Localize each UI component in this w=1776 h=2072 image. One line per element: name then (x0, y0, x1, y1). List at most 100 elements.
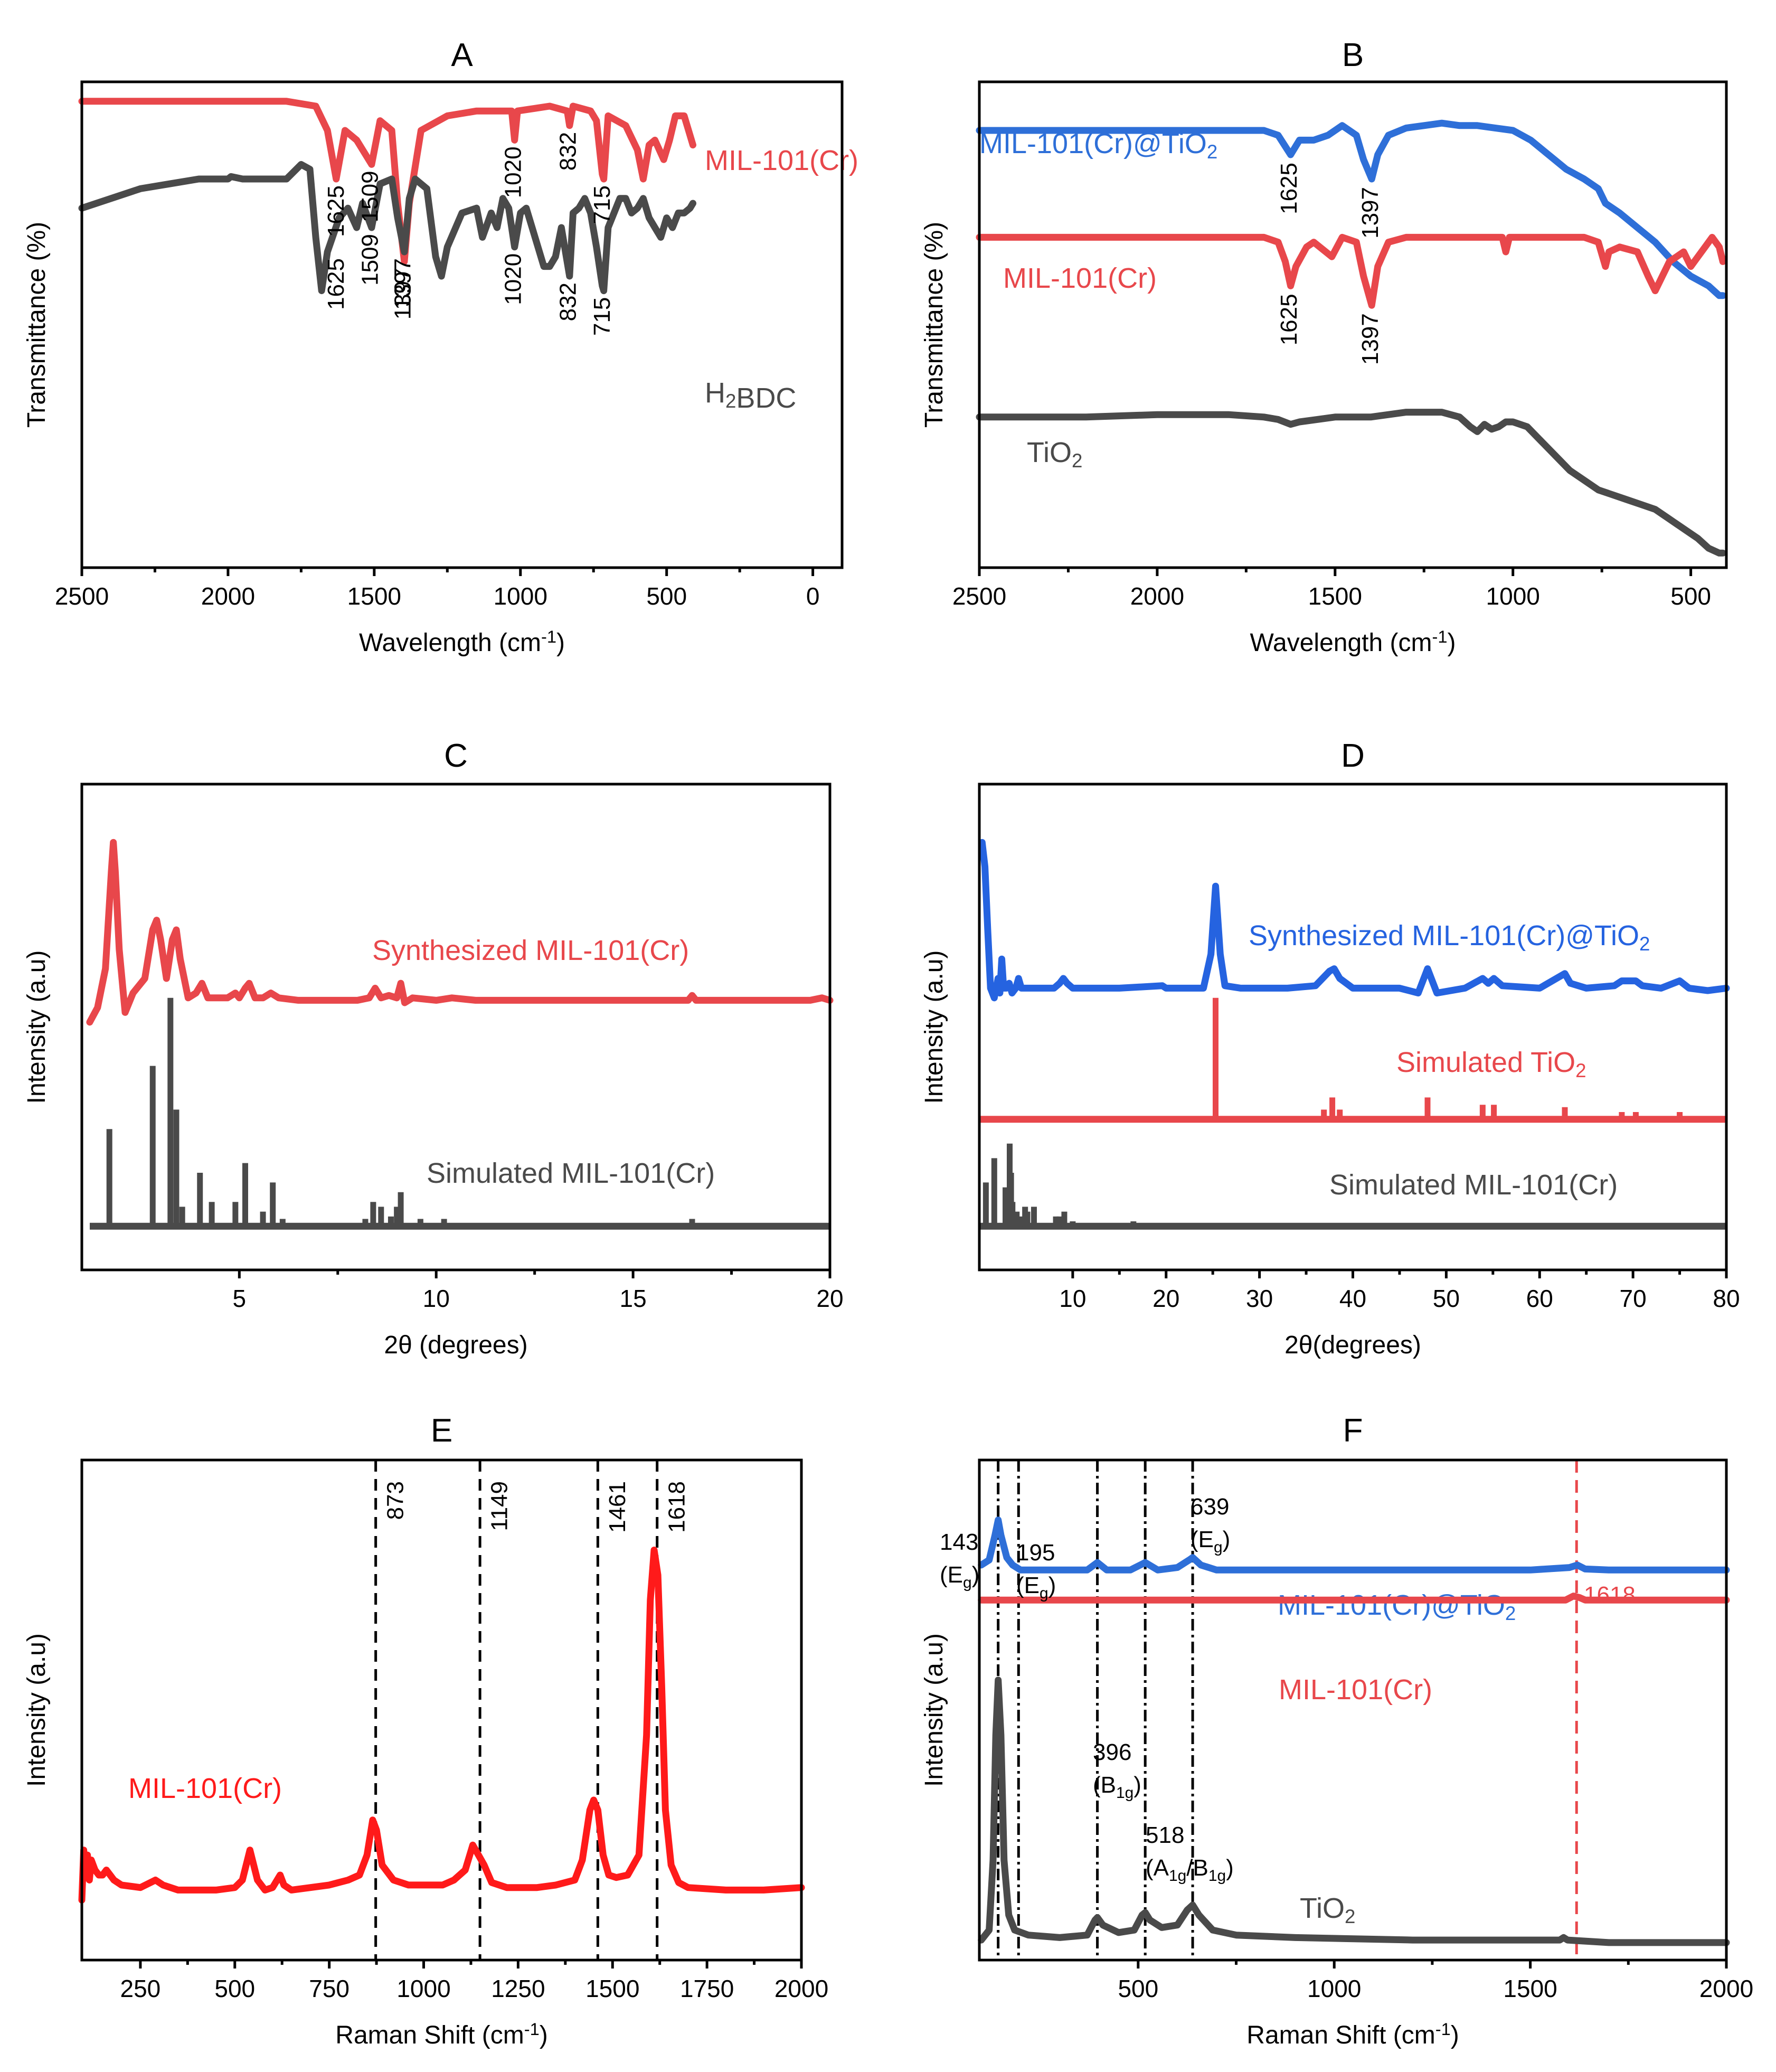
peak-mode-label: (Eg) (1016, 1572, 1056, 1602)
x-tick-label: 50 (1433, 1285, 1460, 1312)
series-label: Synthesized MIL-101(Cr)@TiO2 (1249, 920, 1650, 955)
x-tick-label: 500 (1670, 582, 1711, 610)
series-label-part: Simulated MIL-101(Cr) (427, 1157, 715, 1189)
peak-label: 1625 (1276, 163, 1302, 214)
x-axis-title-sup: -1 (541, 627, 556, 646)
series-label: MIL-101(Cr) (128, 1773, 282, 1804)
x-tick-label: 1750 (680, 1975, 734, 2002)
peak-mode-label-sub: 1g (1169, 1867, 1186, 1885)
x-axis-title-sup: -1 (1432, 627, 1448, 646)
x-axis-title-part: Raman Shift (cm (1246, 2021, 1435, 2049)
x-tick-label: 1000 (1307, 1975, 1361, 2002)
series-label: Simulated TiO2 (1396, 1047, 1586, 1081)
x-tick-label: 0 (806, 582, 820, 610)
peak-mode-label: (B1g) (1093, 1772, 1141, 1802)
panel-E: E MIL-101(Cr) 873 1149 1461 1618 250 500 750 1000… (23, 1412, 828, 2049)
series-line (86, 839, 834, 1026)
series-line (978, 839, 1730, 1002)
peak-label: 518 (1146, 1822, 1184, 1848)
peak-label: 143 (940, 1529, 978, 1555)
peak-mode-label-part: /B (1186, 1855, 1208, 1881)
peak-label: 639 (1191, 1494, 1229, 1520)
series-label: MIL-101(Cr)@TiO2 (979, 128, 1217, 163)
series-label-part: Synthesized MIL-101(Cr) (372, 935, 689, 966)
y-axis-title: Intensity (a.u) (920, 950, 948, 1104)
series-label: H2BDC (705, 377, 796, 414)
series-line (978, 1593, 1730, 1604)
x-tick-label: 2000 (1130, 582, 1184, 610)
peak-mode-label-part: ) (1223, 1527, 1231, 1552)
peak-mode-label-part: (E (1191, 1527, 1214, 1552)
series-label-part: TiO (1027, 437, 1072, 468)
x-axis-title-part: Wavelength (cm (1250, 629, 1432, 657)
peak-mode-label-sub: g (1040, 1585, 1048, 1602)
series-line (78, 161, 696, 295)
peak-label: 1020 (500, 146, 526, 198)
series-label: Simulated MIL-101(Cr) (1329, 1169, 1618, 1201)
panel-title-F: F (1343, 1412, 1363, 1449)
x-axis-title: 2θ (degrees) (384, 1331, 527, 1359)
series-label-sub: 2 (1072, 450, 1082, 472)
peak-label: 1397 (390, 258, 416, 310)
peak-mode-label-part: ) (1226, 1855, 1234, 1881)
peak-mode-label-part: ) (1133, 1772, 1141, 1798)
x-tick-label: 250 (120, 1975, 161, 2002)
x-tick-label: 2000 (201, 582, 255, 610)
peak-label: 715 (589, 297, 615, 336)
series-label-sub: 2 (1345, 1906, 1355, 1927)
series-line (78, 1547, 805, 1904)
peak-mode-label: (Eg) (940, 1562, 979, 1591)
peak-label: 832 (555, 132, 581, 171)
x-axis-title-part: ) (540, 2021, 548, 2049)
y-axis-title: Transmittance (%) (23, 222, 51, 428)
axis-frame (80, 783, 832, 1272)
x-axis-title-part: ) (556, 629, 565, 657)
x-axis-title-sup: -1 (524, 2019, 540, 2039)
series-line (78, 98, 696, 265)
x-tick-label: 1500 (585, 1975, 639, 2002)
y-axis-title: Intensity (a.u) (23, 1633, 51, 1787)
series-label: MIL-101(Cr) (705, 145, 858, 176)
x-tick-label: 30 (1246, 1285, 1273, 1312)
x-tick-label: 1500 (1308, 582, 1362, 610)
x-tick-label: 2500 (55, 582, 109, 610)
peak-label: 1397 (1357, 313, 1383, 365)
series-label-sub: 2 (1575, 1060, 1586, 1081)
x-tick-label: 500 (1118, 1975, 1158, 2002)
peak-label: 1397 (390, 268, 416, 319)
series-label-part: MIL-101(Cr) (705, 145, 858, 176)
x-axis-title: Raman Shift (cm-1) (335, 2019, 547, 2049)
series-label-sub: 2 (1639, 933, 1650, 955)
x-axis-title-part: Raman Shift (cm (335, 2021, 524, 2049)
peak-label: 1625 (323, 185, 349, 237)
series-line (976, 233, 1726, 309)
x-tick-label: 500 (646, 582, 687, 610)
panel-title-E: E (431, 1412, 452, 1449)
peak-label: 1149 (487, 1481, 513, 1531)
x-tick-label: 20 (1152, 1285, 1179, 1312)
x-tick-label: 20 (816, 1285, 843, 1312)
peak-label: 1625 (323, 258, 349, 310)
x-tick-label: 5 (233, 1285, 247, 1312)
x-tick-label: 40 (1339, 1285, 1366, 1312)
peak-label: 832 (555, 282, 581, 321)
y-axis-title: Intensity (a.u) (23, 950, 51, 1104)
peak-label: 1625 (1276, 294, 1302, 345)
axis-frame (80, 80, 844, 569)
series-label-sub: 2 (1505, 1603, 1516, 1624)
peak-label: 1397 (1357, 187, 1383, 239)
x-tick-label: 2000 (774, 1975, 828, 2002)
peak-mode-label-sub: 1g (1116, 1784, 1133, 1802)
panel-A: A MIL-101(Cr) H2BDC 1625 1509 1397 1020 832 715 1… (23, 37, 858, 657)
x-tick-label: 10 (1059, 1285, 1086, 1312)
x-axis-title: Wavelength (cm-1) (1250, 627, 1456, 657)
y-axis-title: Transmittance (%) (920, 222, 948, 428)
series-label-sub: 2 (725, 390, 736, 412)
axis-frame (978, 80, 1728, 569)
series-label-part: H (705, 377, 725, 409)
axis-frame (978, 1458, 1728, 1962)
x-axis-title: Wavelength (cm-1) (359, 627, 565, 657)
